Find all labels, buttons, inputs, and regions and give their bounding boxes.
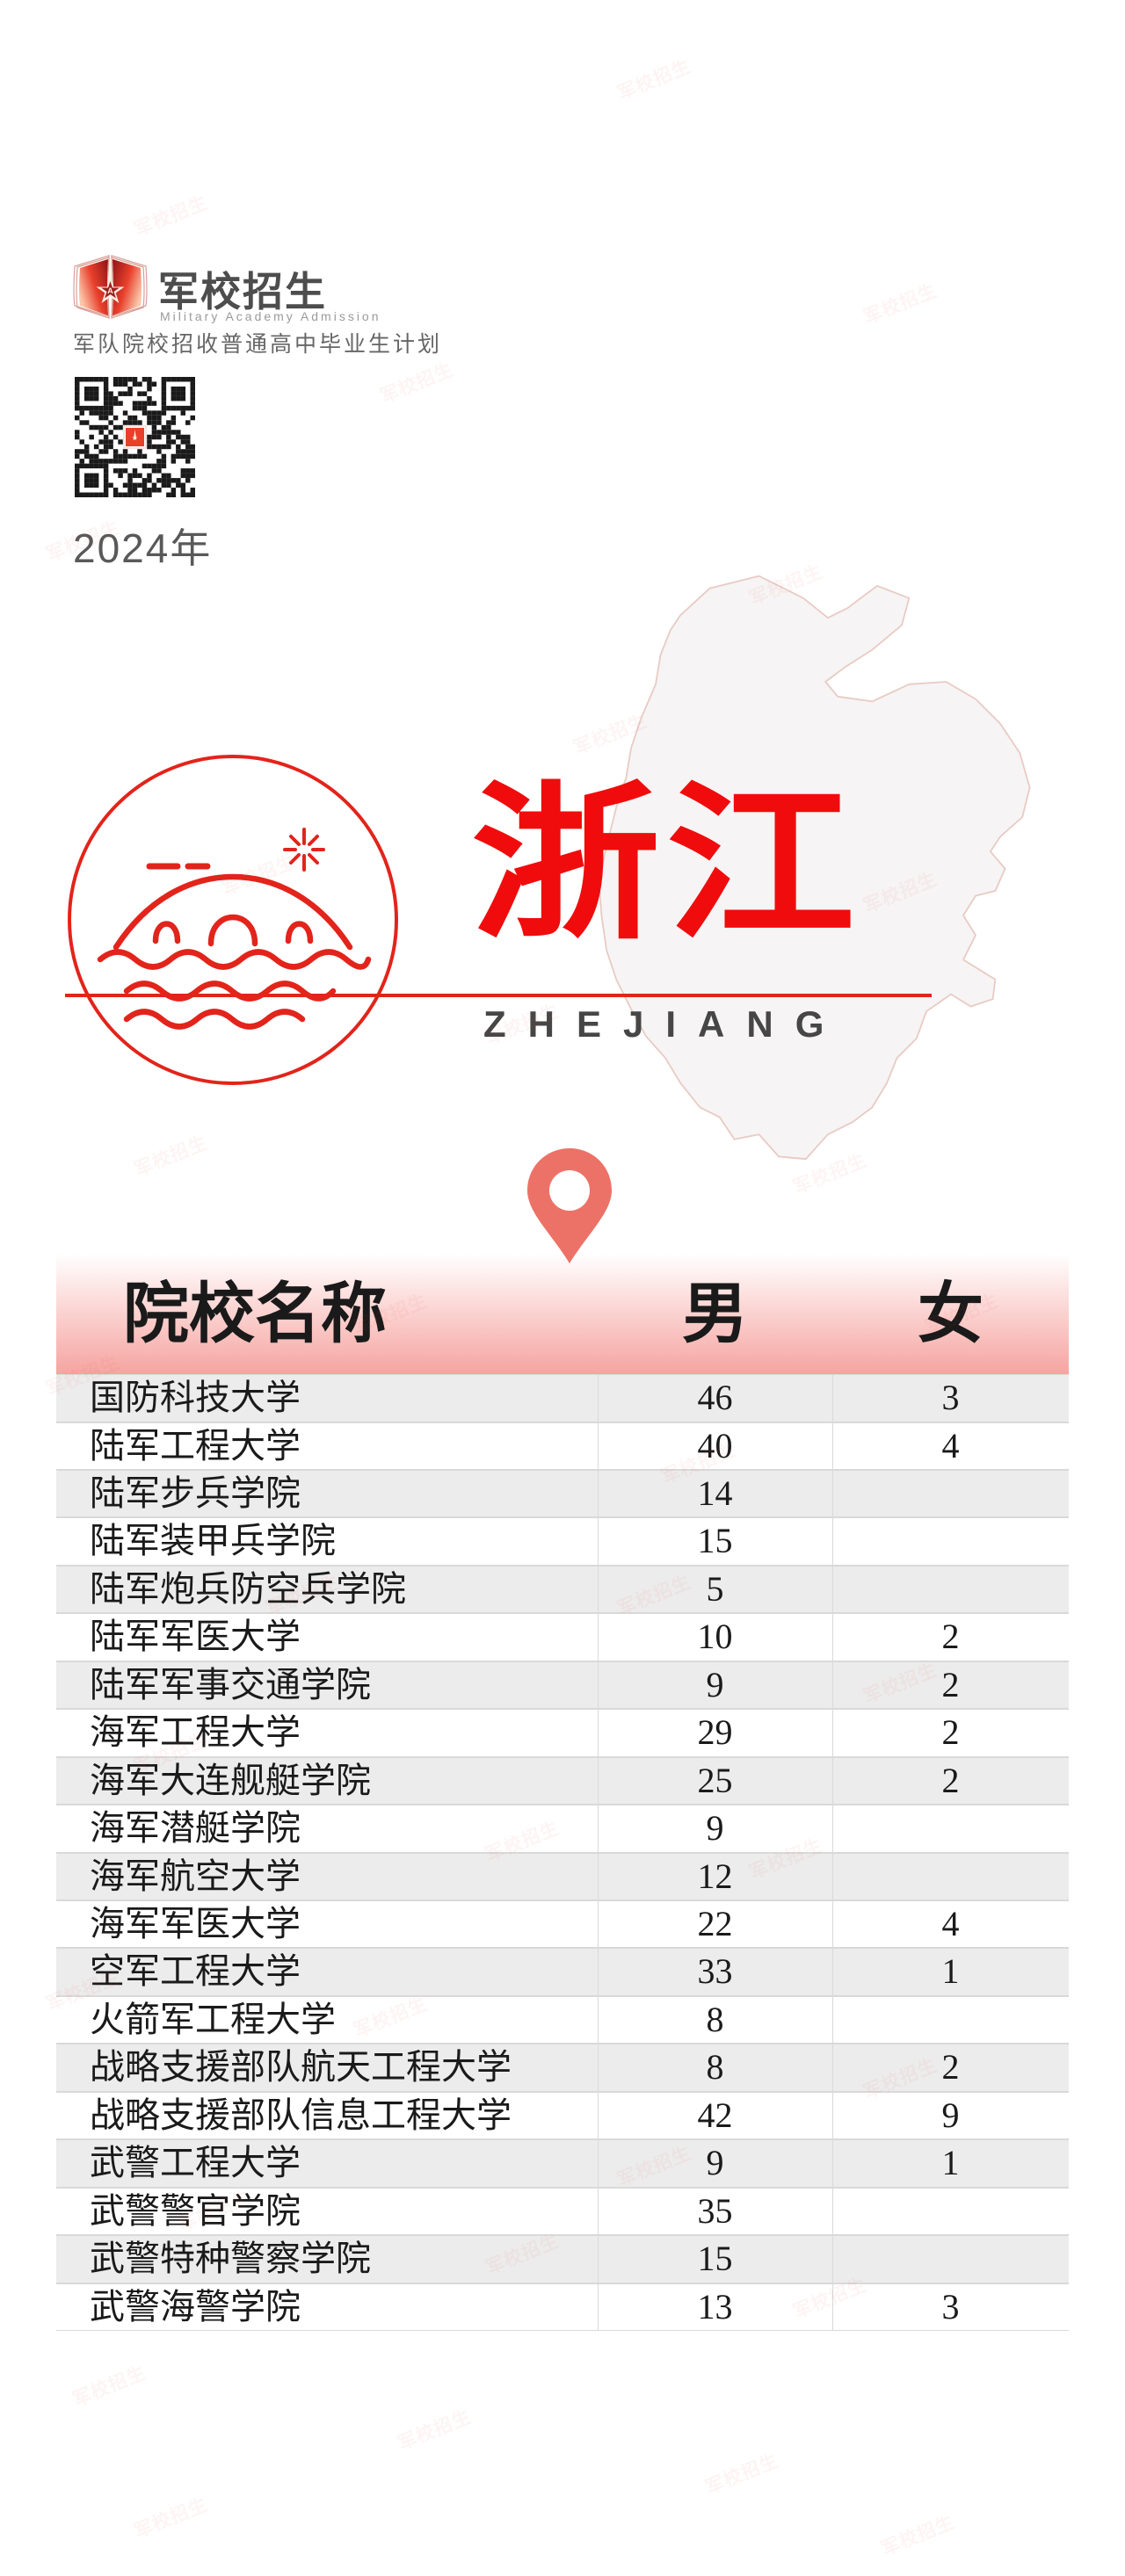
svg-text:A: A <box>107 286 113 295</box>
